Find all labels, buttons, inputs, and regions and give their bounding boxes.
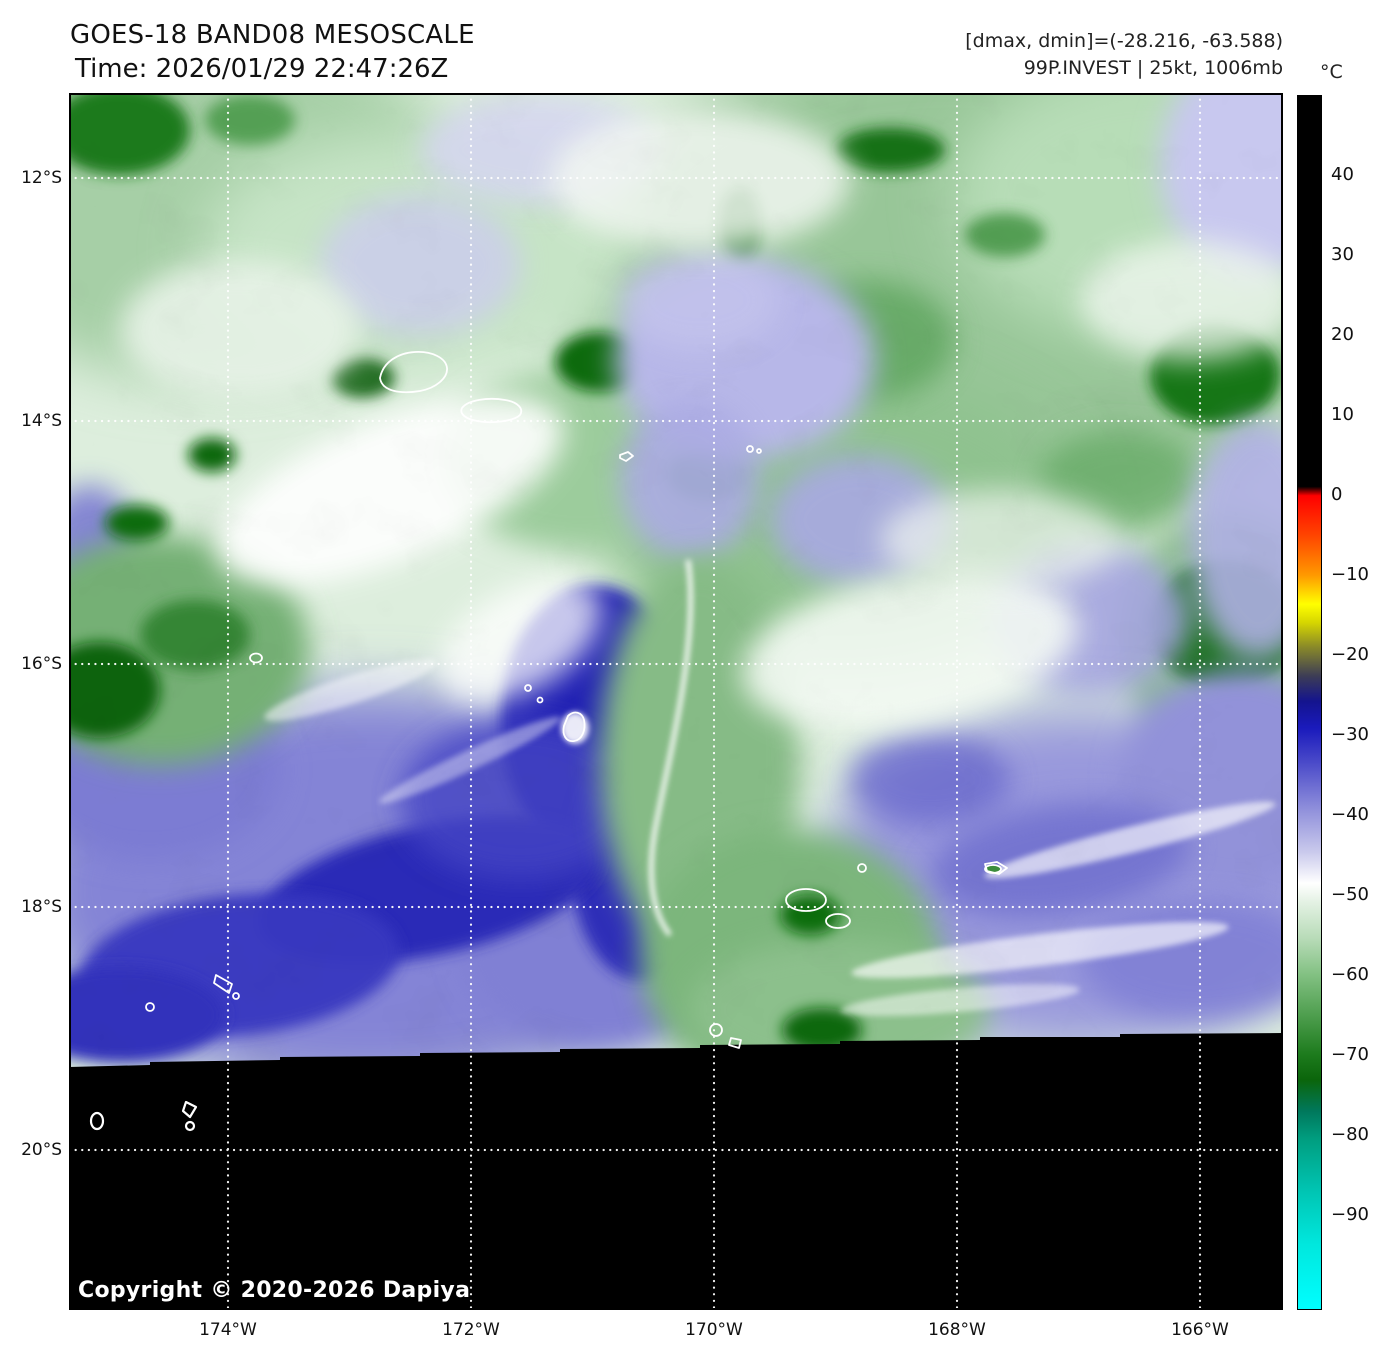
lon-tick-166w: 166°W xyxy=(1171,1320,1229,1340)
colorbar-tick-40: 40 xyxy=(1331,164,1354,185)
lat-tick-18s: 18°S xyxy=(21,897,62,917)
colorbar-tick-m60: −60 xyxy=(1331,964,1369,985)
colorbar-tick-m70: −70 xyxy=(1331,1044,1369,1065)
colorbar-tick-0: 0 xyxy=(1331,484,1343,505)
gridlines-layer xyxy=(69,93,1283,1310)
colorbar-tick-m20: −20 xyxy=(1331,644,1369,665)
figure-title: GOES-18 BAND08 MESOSCALE xyxy=(70,20,475,50)
colorbar-tick-30: 30 xyxy=(1331,244,1354,265)
colorbar-tick-20: 20 xyxy=(1331,324,1354,345)
colorbar-tick-10: 10 xyxy=(1331,404,1354,425)
lon-tick-170w: 170°W xyxy=(685,1320,743,1340)
colorbar-tick-m80: −80 xyxy=(1331,1124,1369,1145)
colorbar-tick-m40: −40 xyxy=(1331,804,1369,825)
storm-info-label: 99P.INVEST | 25kt, 1006mb xyxy=(1023,57,1283,79)
lon-tick-172w: 172°W xyxy=(442,1320,500,1340)
colorbar xyxy=(1297,95,1322,1310)
lon-tick-168w: 168°W xyxy=(928,1320,986,1340)
colorbar-tick-m90: −90 xyxy=(1331,1204,1369,1225)
dmax-dmin-label: [dmax, dmin]=(-28.216, -63.588) xyxy=(965,30,1283,52)
colorbar-tick-m10: −10 xyxy=(1331,564,1369,585)
map-border xyxy=(69,93,1283,1310)
colorbar-tick-m50: −50 xyxy=(1331,884,1369,905)
colorbar-unit-label: °C xyxy=(1320,61,1343,83)
lon-tick-174w: 174°W xyxy=(199,1320,257,1340)
lat-tick-12s: 12°S xyxy=(21,168,62,188)
no-data-region xyxy=(69,1033,1283,1310)
timestamp-label: Time: 2026/01/29 22:47:26Z xyxy=(75,54,449,84)
lat-tick-20s: 20°S xyxy=(21,1140,62,1160)
coastlines-layer xyxy=(89,351,1008,1132)
lat-tick-14s: 14°S xyxy=(21,411,62,431)
map-frame xyxy=(69,93,1283,1310)
satellite-image xyxy=(69,93,1283,1310)
copyright-label: Copyright © 2020-2026 Dapiya xyxy=(78,1278,471,1303)
colorbar-tick-m30: −30 xyxy=(1331,724,1369,745)
lat-tick-16s: 16°S xyxy=(21,654,62,674)
